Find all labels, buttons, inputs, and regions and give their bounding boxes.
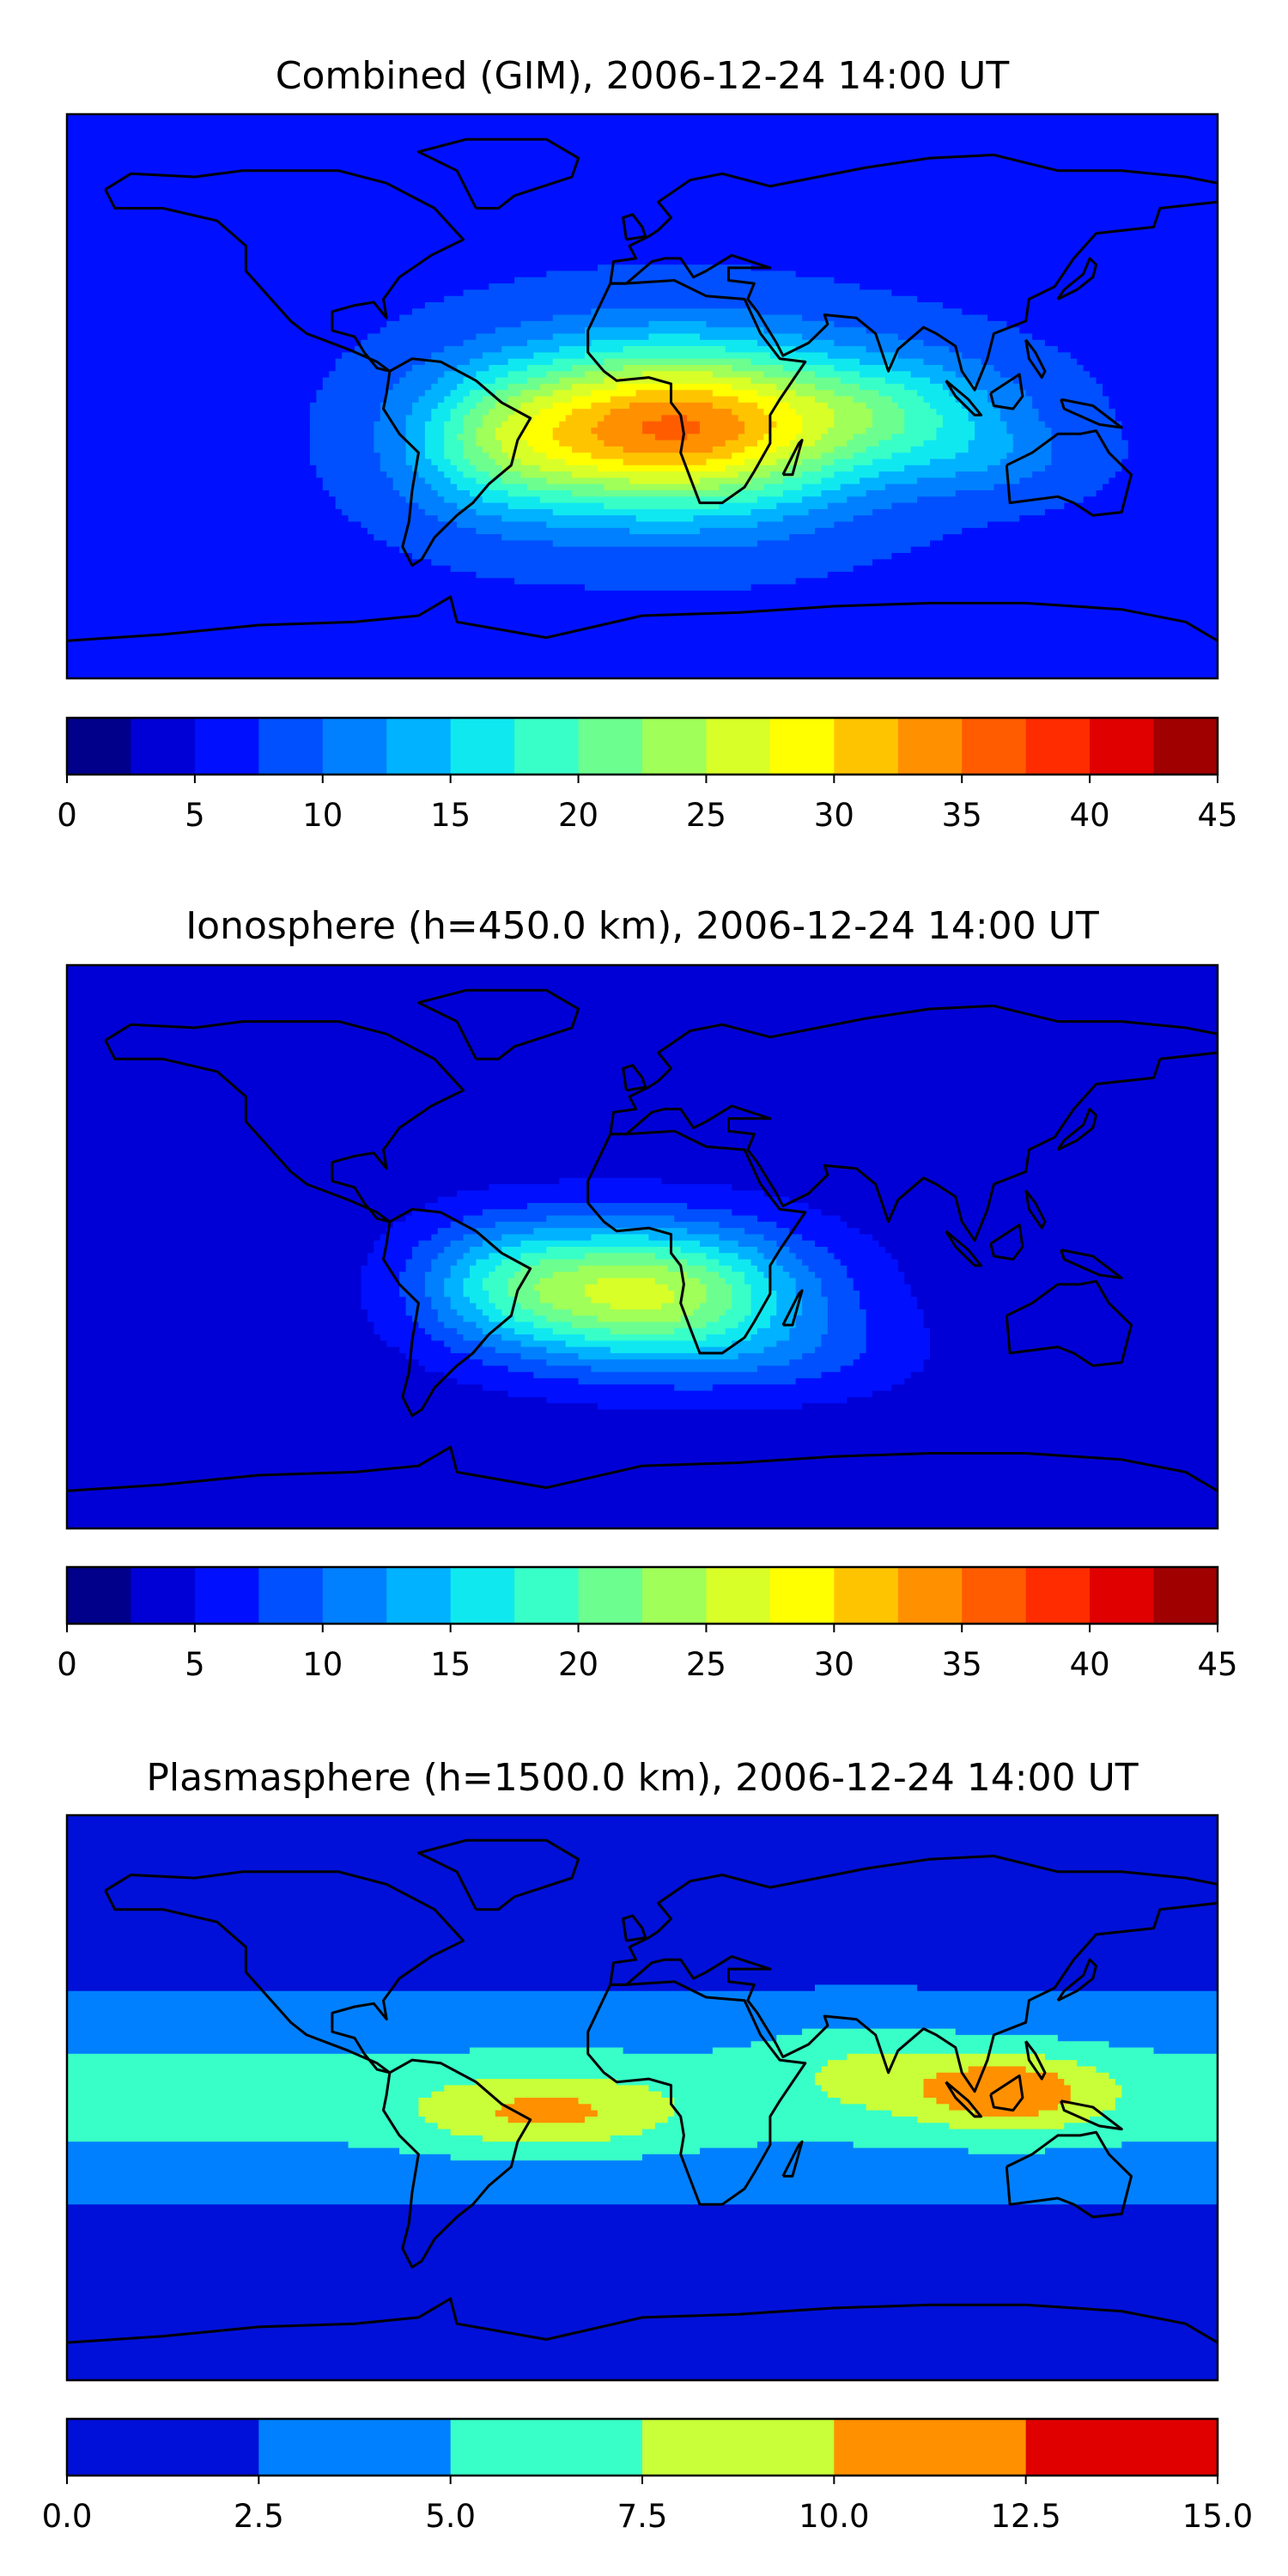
contour-field: [67, 114, 1218, 678]
colorbar-tick-label: 0: [57, 1646, 77, 1683]
colorbar-segment: [962, 1567, 1027, 1624]
colorbar-segment: [1025, 1567, 1091, 1624]
panel-title: Ionosphere (h=450.0 km), 2006-12-24 14:0…: [185, 904, 1099, 948]
colorbar-segment: [706, 718, 771, 775]
colorbar-segment: [450, 1567, 515, 1624]
colorbar-segment: [1153, 1567, 1218, 1624]
colorbar-segment: [578, 1567, 643, 1624]
colorbar-segment: [642, 2419, 835, 2476]
colorbar-segment: [1090, 1567, 1155, 1624]
colorbar-frame: [65, 1565, 1219, 1625]
colorbar-segment: [642, 718, 707, 775]
colorbar-segment: [962, 718, 1027, 775]
colorbar-tick-label: 5: [185, 1646, 205, 1683]
map-frame: [65, 112, 1219, 680]
colorbar: 0.0 2.5 5.0 7.5 10.0 12.5 15.0: [42, 2417, 1253, 2535]
panel-title: Combined (GIM), 2006-12-24 14:00 UT: [276, 54, 1010, 98]
colorbar-segment: [67, 2419, 259, 2476]
coastlines: [67, 137, 1218, 642]
map-panel-3: Plasmasphere (h=1500.0 km), 2006-12-24 1…: [42, 1756, 1254, 2535]
colorbar-segment: [131, 718, 196, 775]
colorbar-tick-label: 5.0: [425, 2498, 476, 2535]
colorbar-segment: [514, 718, 580, 775]
colorbar-segment: [706, 1567, 771, 1624]
colorbar-segment: [386, 718, 452, 775]
colorbar-tick-label: 0: [57, 797, 77, 834]
colorbar-tick-label: 35: [942, 1646, 982, 1683]
colorbar-tick-label: 2.5: [234, 2498, 284, 2535]
colorbar-segment: [194, 718, 259, 775]
colorbar-segment: [258, 1567, 324, 1624]
colorbar-segment: [834, 718, 899, 775]
colorbar-tick-label: 15: [430, 1646, 471, 1683]
colorbar-tick-label: 40: [1070, 797, 1110, 834]
colorbar-tick-label: 10: [302, 1646, 343, 1683]
colorbar-tick-label: 10: [302, 797, 343, 834]
colorbar-segment: [834, 2419, 1027, 2476]
colorbar-tick-label: 45: [1197, 1646, 1237, 1683]
map-panel-2: Ionosphere (h=450.0 km), 2006-12-24 14:0…: [57, 904, 1237, 1683]
colorbar-segment: [258, 718, 324, 775]
colorbar-segment: [386, 1567, 452, 1624]
colorbar-tick-label: 20: [558, 1646, 598, 1683]
panel-title: Plasmasphere (h=1500.0 km), 2006-12-24 1…: [146, 1756, 1138, 1800]
colorbar-tick-label: 30: [814, 1646, 854, 1683]
colorbar-tick-label: 20: [558, 797, 598, 834]
colorbar-segment: [642, 1567, 707, 1624]
coastlines: [67, 988, 1218, 1492]
contour-field: [67, 965, 1218, 1528]
contour-field: [67, 1815, 1218, 2380]
colorbar-tick-label: 0.0: [42, 2498, 93, 2535]
colorbar-tick-label: 5: [185, 797, 205, 834]
colorbar-tick-label: 10.0: [799, 2498, 869, 2535]
colorbar-segment: [131, 1567, 196, 1624]
colorbar-segment: [450, 718, 515, 775]
map-panel-1: Combined (GIM), 2006-12-24 14:00 UT 0 5 10 1…: [57, 54, 1237, 834]
colorbar-tick-label: 40: [1070, 1646, 1110, 1683]
colorbar-tick-label: 25: [686, 1646, 726, 1683]
colorbar-segment: [769, 718, 835, 775]
coastlines: [67, 1838, 1218, 2344]
colorbar-segment: [67, 1567, 131, 1624]
map-frame: [65, 1814, 1219, 2382]
colorbar-tick-label: 12.5: [990, 2498, 1060, 2535]
colorbar-tick-label: 30: [814, 797, 854, 834]
colorbar-segment: [322, 718, 387, 775]
colorbar-tick-label: 35: [942, 797, 982, 834]
colorbar-segment: [897, 1567, 963, 1624]
colorbar-segment: [1153, 718, 1218, 775]
colorbar-frame: [65, 716, 1219, 776]
colorbar-segment: [258, 2419, 452, 2476]
colorbar-tick-label: 15: [430, 797, 471, 834]
map-frame: [65, 963, 1219, 1530]
colorbar-tick-label: 7.5: [617, 2498, 668, 2535]
colorbar-segment: [769, 1567, 835, 1624]
colorbar-tick-label: 15.0: [1182, 2498, 1253, 2535]
colorbar-tick-label: 25: [686, 797, 726, 834]
colorbar-segment: [322, 1567, 387, 1624]
colorbar-segment: [897, 718, 963, 775]
colorbar-tick-label: 45: [1197, 797, 1237, 834]
colorbar: 0 5 10 15 20 25 30 35 40 45: [57, 1565, 1238, 1683]
colorbar-segment: [67, 718, 131, 775]
colorbar-segment: [194, 1567, 259, 1624]
colorbar-segment: [578, 718, 643, 775]
colorbar-segment: [450, 2419, 643, 2476]
colorbar-segment: [514, 1567, 580, 1624]
colorbar-segment: [1090, 718, 1155, 775]
colorbar-segment: [1025, 718, 1091, 775]
colorbar: 0 5 10 15 20 25 30 35 40 45: [57, 716, 1238, 834]
colorbar-segment: [1025, 2419, 1218, 2476]
colorbar-segment: [834, 1567, 899, 1624]
map-panels: Combined (GIM), 2006-12-24 14:00 UT 0 5 10 1…: [42, 54, 1254, 2535]
